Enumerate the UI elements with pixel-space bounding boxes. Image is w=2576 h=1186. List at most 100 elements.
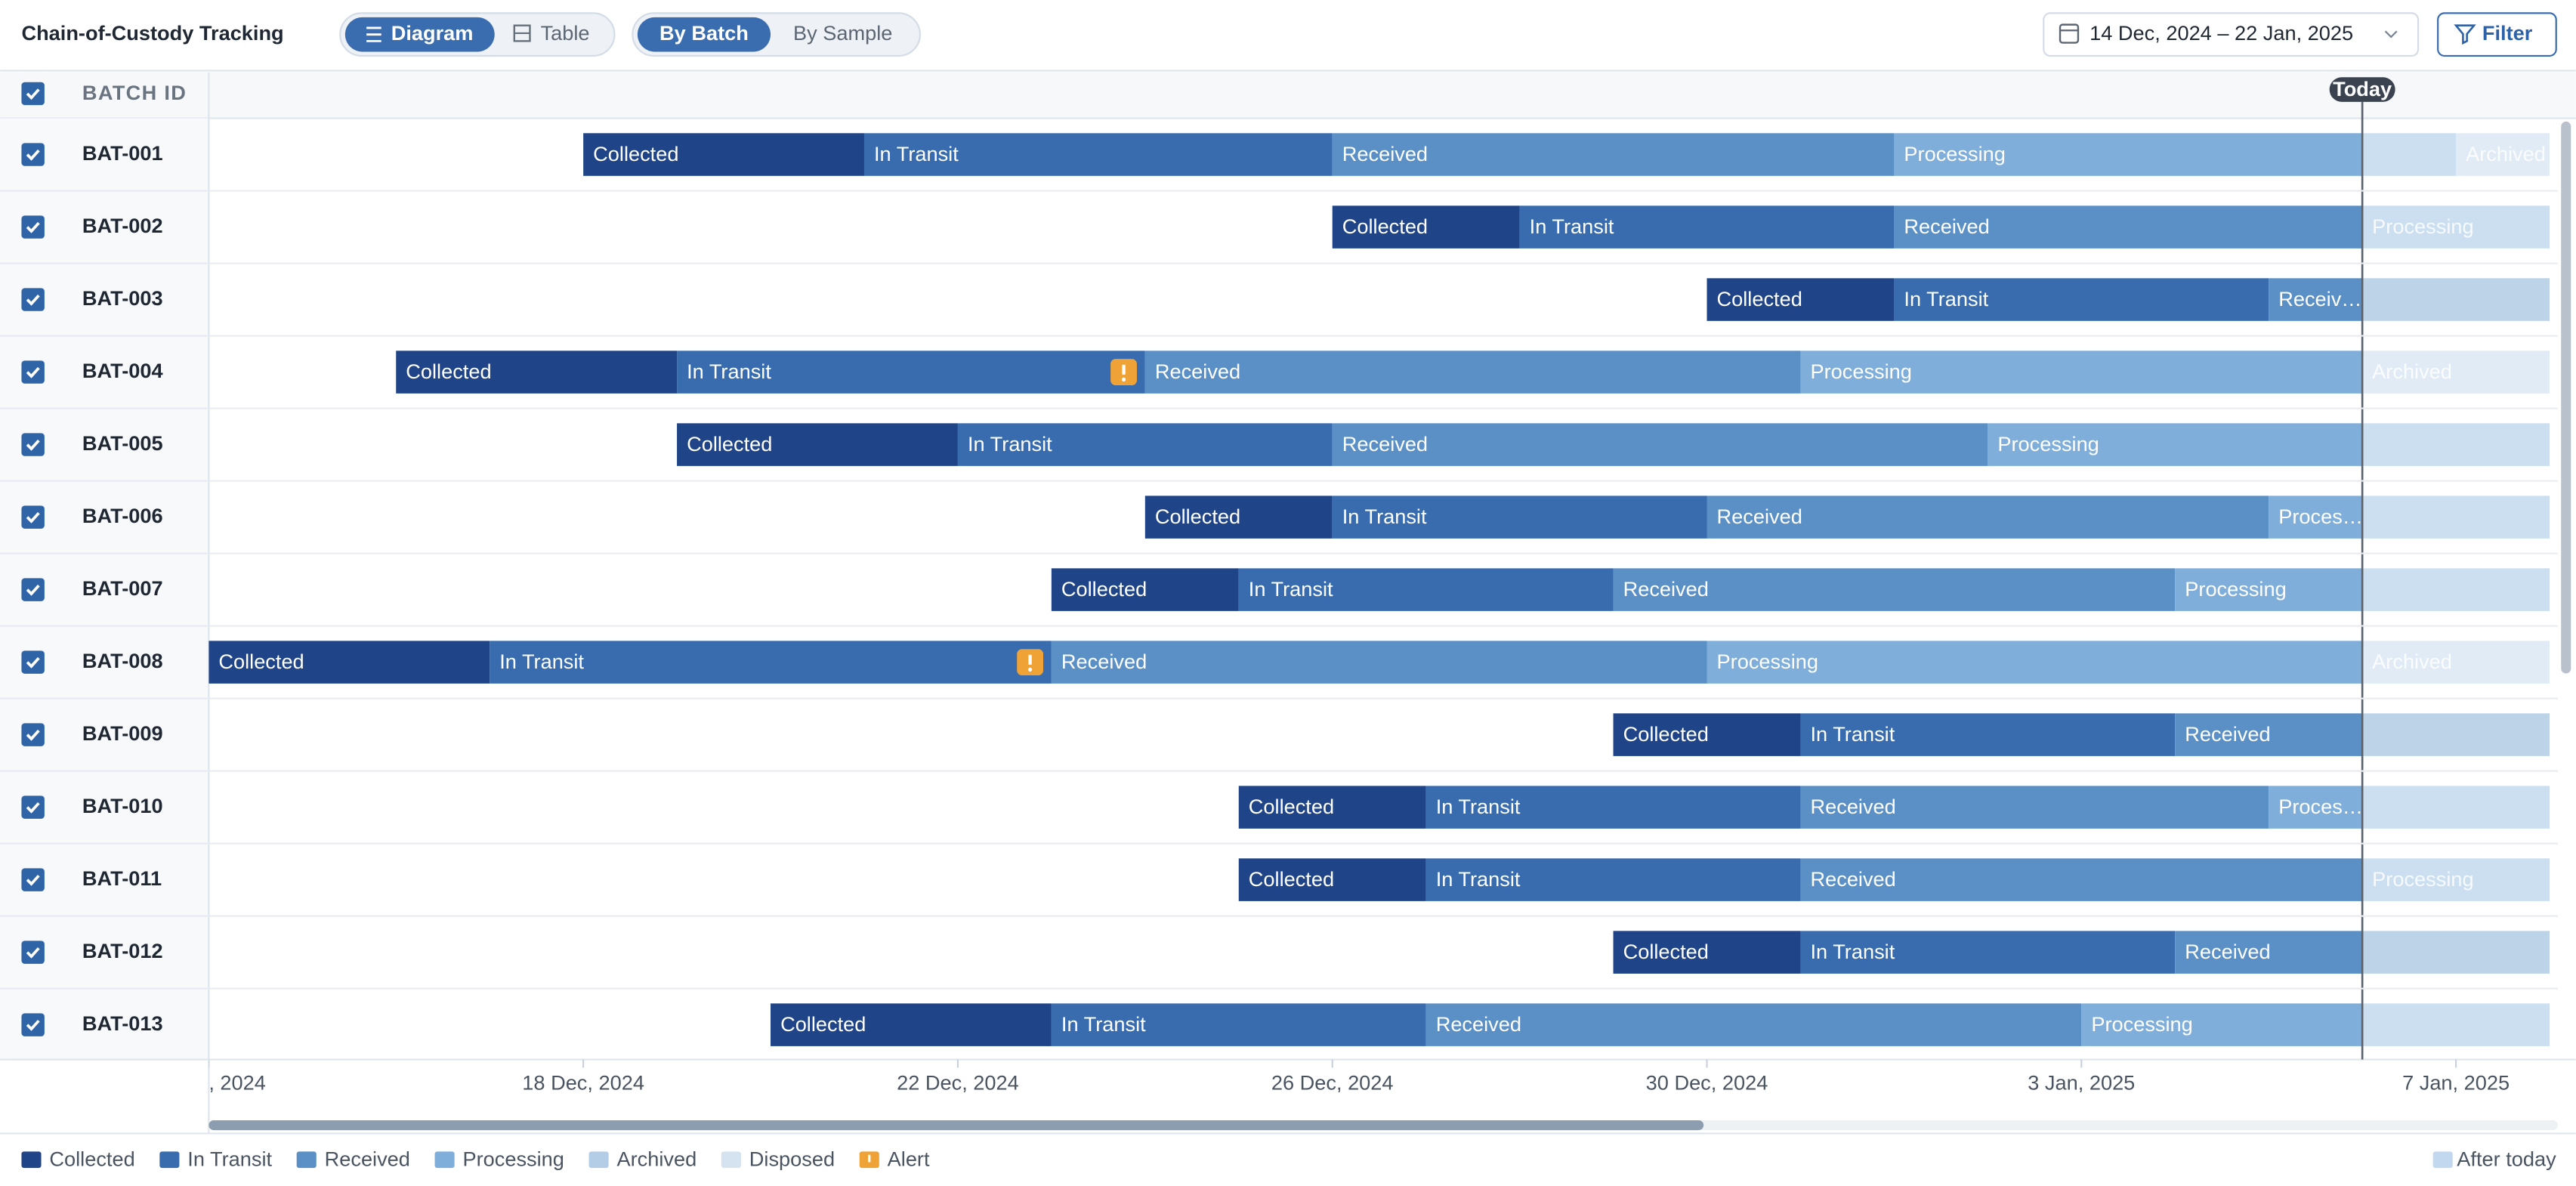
stage-bar-after-today[interactable] (2456, 133, 2550, 176)
h-scroll-thumb[interactable] (208, 1120, 1704, 1131)
view-tab-active[interactable] (344, 17, 495, 52)
stage-bar[interactable] (1800, 858, 2363, 901)
batch-id[interactable]: BAT-010 (82, 794, 163, 817)
row-checkbox[interactable] (21, 1013, 45, 1036)
stage-bar[interactable] (1988, 423, 2363, 466)
batch-id[interactable]: BAT-009 (82, 721, 163, 745)
stage-bar[interactable] (1051, 1003, 1426, 1046)
batch-id[interactable]: BAT-004 (82, 359, 163, 382)
row-checkbox[interactable] (21, 868, 45, 891)
row-checkbox[interactable] (21, 650, 45, 674)
stage-bar[interactable] (1800, 713, 2176, 756)
stage-bar[interactable] (2081, 1003, 2363, 1046)
row-checkbox[interactable] (21, 578, 45, 601)
date-range-picker[interactable] (2043, 12, 2420, 57)
stage-bar[interactable] (2175, 931, 2363, 974)
stage-bar[interactable] (1800, 351, 2363, 394)
view-tab[interactable]: Table (541, 21, 590, 45)
stage-bar[interactable] (1051, 641, 1707, 684)
batch-id[interactable]: BAT-006 (82, 504, 163, 527)
stage-bar[interactable] (1800, 786, 2269, 829)
stage-bar-after-today[interactable] (2362, 713, 2550, 756)
stage-bar-after-today[interactable] (2362, 858, 2550, 901)
stage-bar-after-today[interactable] (2362, 496, 2550, 539)
stage-bar[interactable] (2175, 713, 2363, 756)
group-tab[interactable]: By Batch (659, 21, 749, 45)
stage-bar[interactable] (771, 1003, 1052, 1046)
select-all-checkbox[interactable] (21, 82, 45, 106)
stage-bar[interactable] (1332, 423, 1988, 466)
stage-bar[interactable] (1144, 496, 1333, 539)
stage-bar[interactable] (396, 351, 678, 394)
group-tab[interactable]: By Sample (793, 21, 892, 45)
row-checkbox[interactable] (21, 940, 45, 964)
stage-bar[interactable] (1894, 278, 2269, 321)
stage-bar-after-today[interactable] (2362, 931, 2550, 974)
filter-button[interactable] (2437, 12, 2557, 57)
row-checkbox[interactable] (21, 505, 45, 529)
stage-bar[interactable] (1238, 568, 1614, 611)
stage-bar-after-today[interactable] (2362, 351, 2550, 394)
group-tab-active[interactable] (637, 17, 771, 52)
stage-bar[interactable] (1144, 351, 1801, 394)
stage-bar[interactable] (1425, 858, 1801, 901)
stage-bar[interactable] (677, 351, 1145, 394)
stage-bar[interactable] (1425, 1003, 2082, 1046)
row-checkbox[interactable] (21, 433, 45, 456)
stage-bar[interactable] (1332, 496, 1707, 539)
stage-bar[interactable] (2269, 786, 2363, 829)
stage-bar[interactable] (1238, 858, 1426, 901)
stage-bar[interactable] (863, 133, 1333, 176)
stage-bar[interactable] (1332, 133, 1895, 176)
stage-bar[interactable] (1894, 133, 2363, 176)
stage-bar-after-today[interactable] (2362, 423, 2550, 466)
batch-id[interactable]: BAT-013 (82, 1011, 163, 1035)
stage-bar[interactable] (957, 423, 1333, 466)
stage-bar[interactable] (1519, 205, 1895, 249)
stage-bar[interactable] (1332, 205, 1520, 249)
stage-bar[interactable] (490, 641, 1052, 684)
stage-bar[interactable] (2269, 496, 2363, 539)
stage-bar-after-today[interactable] (2362, 1003, 2550, 1046)
row-checkbox[interactable] (21, 288, 45, 311)
stage-bar[interactable] (1425, 786, 1801, 829)
stage-bar[interactable] (2175, 568, 2363, 611)
batch-id[interactable]: BAT-001 (82, 141, 163, 165)
filter-label[interactable]: Filter (2482, 21, 2533, 45)
stage-bar-after-today[interactable] (2362, 568, 2550, 611)
stage-bar[interactable] (677, 423, 958, 466)
batch-id[interactable]: BAT-003 (82, 286, 163, 310)
stage-bar-after-today[interactable] (2362, 641, 2550, 684)
stage-bar[interactable] (2269, 278, 2363, 321)
batch-id[interactable]: BAT-012 (82, 939, 163, 962)
batch-id[interactable]: BAT-008 (82, 649, 163, 672)
stage-bar[interactable] (1613, 568, 2176, 611)
stage-bar[interactable] (1707, 641, 2363, 684)
row-checkbox[interactable] (21, 143, 45, 166)
row-checkbox[interactable] (21, 795, 45, 819)
stage-bar[interactable] (1894, 205, 2363, 249)
batch-id[interactable]: BAT-011 (82, 866, 162, 890)
batch-id[interactable]: BAT-007 (82, 576, 163, 600)
batch-id[interactable]: BAT-002 (82, 214, 163, 237)
stage-bar-after-today[interactable] (2362, 133, 2457, 176)
stage-bar-after-today[interactable] (2362, 205, 2550, 249)
stage-bar[interactable] (208, 641, 490, 684)
view-tab[interactable]: Diagram (391, 21, 474, 45)
date-range[interactable]: 14 Dec, 2024 – 22 Jan, 2025 (2090, 21, 2353, 45)
stage-bar[interactable] (583, 133, 864, 176)
row-checkbox[interactable] (21, 723, 45, 746)
stage-bar-after-today[interactable] (2362, 786, 2550, 829)
stage-bar-after-today[interactable] (2362, 278, 2550, 321)
stage-bar[interactable] (1707, 278, 1895, 321)
v-scroll-thumb[interactable] (2561, 121, 2571, 674)
stage-bar[interactable] (1707, 496, 2269, 539)
batch-id[interactable]: BAT-005 (82, 431, 163, 455)
row-checkbox[interactable] (21, 215, 45, 239)
stage-bar[interactable] (1238, 786, 1426, 829)
stage-bar[interactable] (1613, 713, 1801, 756)
stage-bar[interactable] (1800, 931, 2176, 974)
stage-bar[interactable] (1613, 931, 1801, 974)
row-checkbox[interactable] (21, 360, 45, 384)
stage-bar[interactable] (1051, 568, 1239, 611)
